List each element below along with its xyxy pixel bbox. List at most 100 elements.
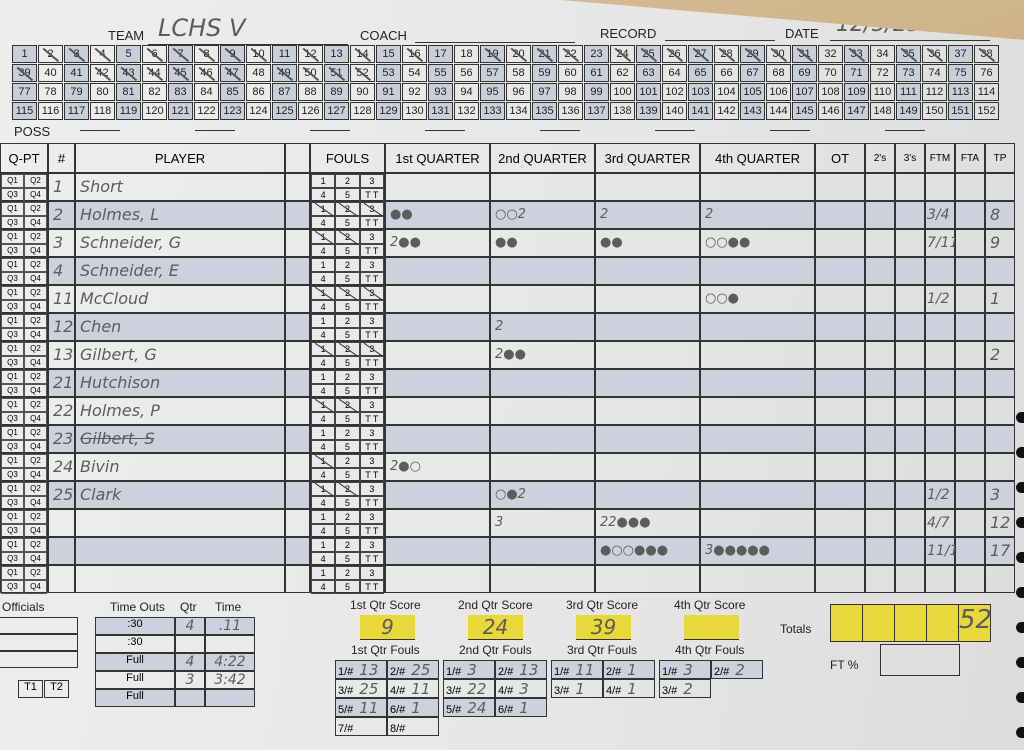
cell-q1[interactable] [385, 313, 490, 341]
foul-box[interactable]: 2 [335, 398, 360, 412]
cell-q3[interactable] [595, 173, 700, 201]
foul-box[interactable]: 5 [335, 188, 360, 202]
cell-ftm[interactable]: 1/2 [925, 285, 955, 313]
cell-qpt[interactable]: Q1 Q2 Q3 Q4 [0, 201, 48, 230]
cell-ftm[interactable] [925, 453, 955, 481]
cell-q1[interactable]: 2●● [385, 229, 490, 257]
cell-ot[interactable] [815, 565, 865, 593]
official-name-field[interactable] [0, 651, 78, 668]
foul-box[interactable]: 4 [311, 244, 336, 258]
foul-box[interactable]: 3 [359, 510, 384, 524]
cell-ot[interactable] [815, 173, 865, 201]
cell-ot[interactable] [815, 481, 865, 509]
cell-ot[interactable] [815, 369, 865, 397]
quarter-box[interactable]: Q1 [1, 314, 24, 328]
foul-box[interactable]: 5 [335, 384, 360, 398]
quarter-box[interactable]: Q2 [24, 426, 47, 440]
cell-num[interactable]: 23 [48, 425, 75, 453]
foul-box[interactable]: 5 [335, 356, 360, 370]
quarter-box[interactable]: Q2 [24, 538, 47, 552]
foul-box[interactable]: 1 [311, 230, 336, 244]
cell-fta[interactable] [955, 285, 985, 313]
quarter-box[interactable]: Q1 [1, 370, 24, 384]
foul-box[interactable]: 2 [335, 454, 360, 468]
qtr-foul-entry[interactable]: 4/# 11 [387, 679, 439, 698]
cell-ot[interactable] [815, 537, 865, 565]
foul-box[interactable]: 3 [359, 370, 384, 384]
cell-q4[interactable] [700, 425, 815, 453]
cell-blank[interactable] [285, 537, 310, 565]
foul-box[interactable]: 4 [311, 580, 336, 594]
foul-box[interactable]: T T [359, 300, 384, 314]
foul-box[interactable]: 2 [335, 202, 360, 216]
cell-q1[interactable] [385, 537, 490, 565]
foul-box[interactable]: 5 [335, 244, 360, 258]
cell-blank[interactable] [285, 285, 310, 313]
cell-ftm[interactable] [925, 425, 955, 453]
quarter-box[interactable]: Q4 [24, 356, 47, 370]
cell-fta[interactable] [955, 481, 985, 509]
cell-player[interactable]: Clark [75, 481, 285, 509]
cell-twos[interactable] [865, 201, 895, 229]
foul-box[interactable]: T T [359, 412, 384, 426]
cell-tp[interactable] [985, 173, 1015, 201]
quarter-box[interactable]: Q3 [1, 384, 24, 398]
timeout-cell[interactable]: .11 [205, 617, 255, 635]
score-box-q2[interactable]: 24 [468, 615, 523, 640]
cell-q1[interactable]: 2●○ [385, 453, 490, 481]
cell-twos[interactable] [865, 369, 895, 397]
cell-player[interactable]: Chen [75, 313, 285, 341]
quarter-box[interactable]: Q3 [1, 216, 24, 230]
foul-box[interactable]: T T [359, 356, 384, 370]
cell-q2[interactable] [490, 565, 595, 593]
foul-box[interactable]: 2 [335, 286, 360, 300]
quarter-box[interactable]: Q1 [1, 174, 24, 188]
timeout-cell[interactable] [205, 689, 255, 707]
timeout-cell[interactable]: Full [95, 671, 175, 689]
total-box[interactable]: 52 [958, 604, 992, 642]
cell-tp[interactable] [985, 257, 1015, 285]
quarter-box[interactable]: Q4 [24, 496, 47, 510]
cell-qpt[interactable]: Q1 Q2 Q3 Q4 [0, 257, 48, 286]
timeout-cell[interactable] [175, 635, 205, 653]
qtr-foul-entry[interactable]: 2/# 25 [387, 660, 439, 679]
foul-box[interactable]: 3 [359, 314, 384, 328]
cell-q2[interactable] [490, 425, 595, 453]
total-box[interactable] [894, 604, 927, 642]
cell-qpt[interactable]: Q1 Q2 Q3 Q4 [0, 229, 48, 258]
foul-box[interactable]: 1 [311, 314, 336, 328]
quarter-box[interactable]: Q3 [1, 468, 24, 482]
qtr-foul-entry[interactable]: 3/# 1 [551, 679, 603, 698]
cell-blank[interactable] [285, 369, 310, 397]
cell-q4[interactable] [700, 173, 815, 201]
cell-qpt[interactable]: Q1 Q2 Q3 Q4 [0, 341, 48, 370]
qtr-foul-entry[interactable]: 3/# 22 [443, 679, 495, 698]
foul-box[interactable]: 3 [359, 174, 384, 188]
cell-threes[interactable] [895, 481, 925, 509]
cell-ftm[interactable]: 3/4 [925, 201, 955, 229]
cell-player[interactable]: McCloud [75, 285, 285, 313]
cell-ot[interactable] [815, 229, 865, 257]
foul-box[interactable]: 3 [359, 342, 384, 356]
cell-q1[interactable] [385, 285, 490, 313]
foul-box[interactable]: 3 [359, 426, 384, 440]
foul-box[interactable]: 1 [311, 342, 336, 356]
cell-num[interactable]: 1 [48, 173, 75, 201]
cell-qpt[interactable]: Q1 Q2 Q3 Q4 [0, 509, 48, 538]
foul-box[interactable]: 4 [311, 356, 336, 370]
cell-q4[interactable] [700, 453, 815, 481]
foul-box[interactable]: 4 [311, 552, 336, 566]
cell-tp[interactable]: 12 [985, 509, 1015, 537]
timeout-cell[interactable]: 3 [175, 671, 205, 689]
cell-q3[interactable] [595, 397, 700, 425]
cell-q1[interactable] [385, 425, 490, 453]
foul-box[interactable]: 4 [311, 216, 336, 230]
quarter-box[interactable]: Q4 [24, 580, 47, 594]
cell-tp[interactable]: 8 [985, 201, 1015, 229]
cell-q3[interactable] [595, 341, 700, 369]
quarter-box[interactable]: Q2 [24, 566, 47, 580]
quarter-box[interactable]: Q3 [1, 188, 24, 202]
cell-ftm[interactable]: 7/11 [925, 229, 958, 257]
